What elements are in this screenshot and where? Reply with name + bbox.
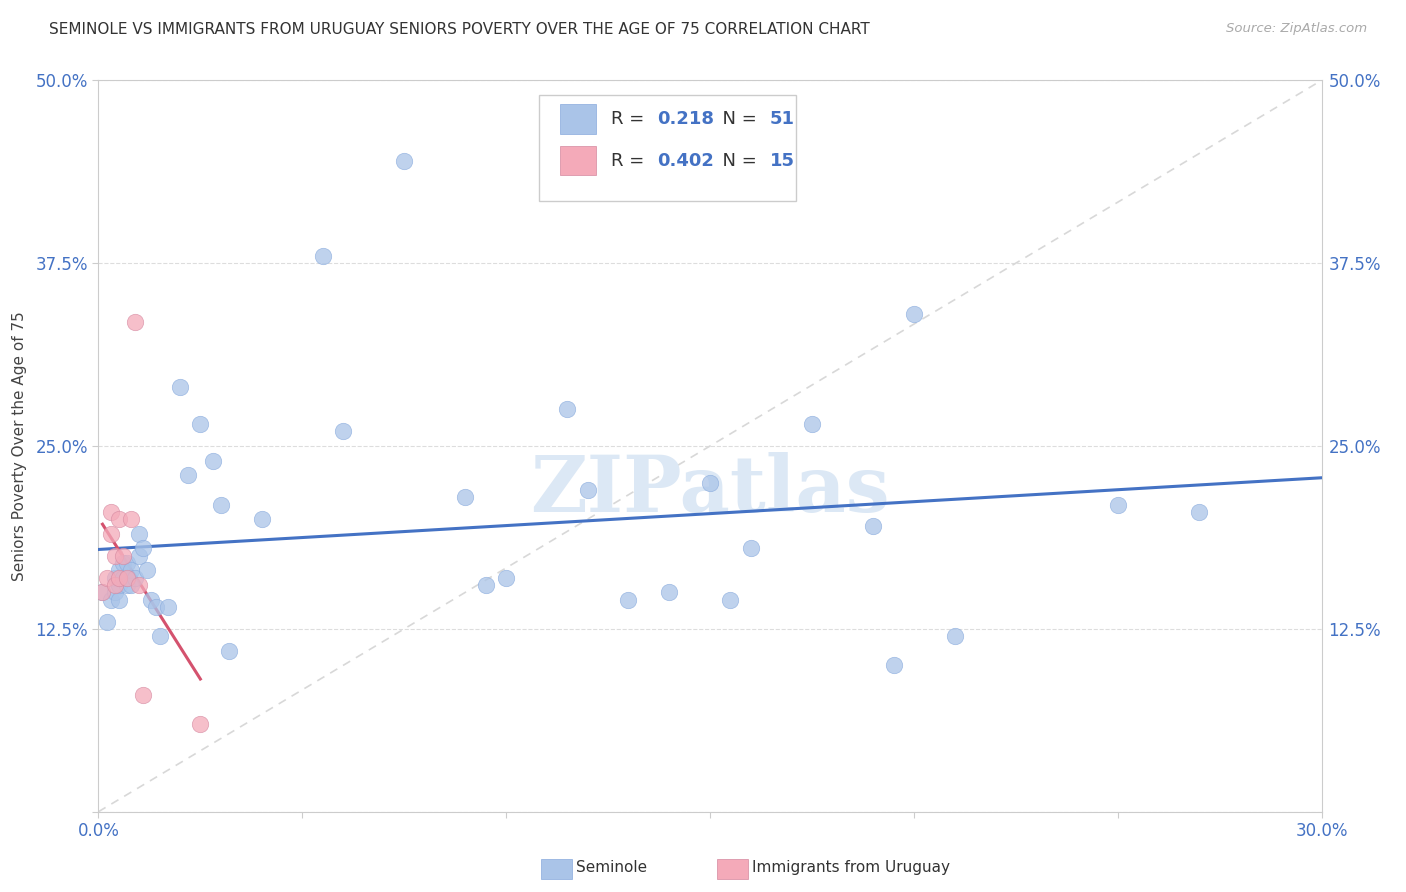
Point bbox=[188, 417, 212, 431]
Point bbox=[100, 526, 122, 541]
Point bbox=[115, 578, 138, 592]
FancyBboxPatch shape bbox=[560, 146, 596, 176]
Point bbox=[108, 563, 131, 577]
Text: ZIPatlas: ZIPatlas bbox=[530, 452, 890, 528]
Point bbox=[801, 417, 824, 431]
Text: 0.402: 0.402 bbox=[658, 152, 714, 169]
Point bbox=[392, 153, 416, 168]
Point bbox=[495, 571, 517, 585]
Point bbox=[555, 402, 579, 417]
Text: SEMINOLE VS IMMIGRANTS FROM URUGUAY SENIORS POVERTY OVER THE AGE OF 75 CORRELATI: SEMINOLE VS IMMIGRANTS FROM URUGUAY SENI… bbox=[49, 22, 870, 37]
Point bbox=[108, 512, 131, 526]
Point bbox=[862, 519, 884, 533]
Y-axis label: Seniors Poverty Over the Age of 75: Seniors Poverty Over the Age of 75 bbox=[13, 311, 27, 581]
Point bbox=[111, 556, 134, 570]
Text: R =: R = bbox=[612, 152, 650, 169]
Point bbox=[149, 629, 172, 643]
Point bbox=[100, 505, 122, 519]
Point bbox=[120, 512, 142, 526]
Text: Seminole: Seminole bbox=[576, 861, 648, 875]
Point bbox=[209, 498, 232, 512]
Text: 51: 51 bbox=[770, 110, 794, 128]
Point bbox=[124, 571, 146, 585]
Text: R =: R = bbox=[612, 110, 650, 128]
Point bbox=[104, 571, 127, 585]
Point bbox=[156, 599, 179, 614]
Point bbox=[120, 578, 142, 592]
Point bbox=[312, 249, 335, 263]
Point bbox=[1188, 505, 1211, 519]
Point bbox=[104, 549, 127, 563]
Point bbox=[120, 563, 142, 577]
Text: Source: ZipAtlas.com: Source: ZipAtlas.com bbox=[1226, 22, 1367, 36]
Point bbox=[454, 490, 477, 504]
Point bbox=[141, 592, 163, 607]
Point bbox=[658, 585, 681, 599]
Point bbox=[169, 380, 191, 394]
Point bbox=[96, 571, 118, 585]
Point bbox=[108, 578, 131, 592]
Point bbox=[132, 688, 155, 702]
Point bbox=[128, 578, 150, 592]
Point bbox=[740, 541, 762, 556]
Text: Immigrants from Uruguay: Immigrants from Uruguay bbox=[752, 861, 950, 875]
Point bbox=[474, 578, 498, 592]
Point bbox=[943, 629, 966, 643]
Point bbox=[250, 512, 273, 526]
Point bbox=[332, 425, 354, 439]
Point bbox=[111, 549, 134, 563]
Point bbox=[903, 307, 925, 321]
Point bbox=[115, 571, 138, 585]
Point bbox=[201, 453, 224, 467]
Point bbox=[91, 585, 114, 599]
Text: 15: 15 bbox=[770, 152, 794, 169]
Point bbox=[115, 571, 138, 585]
Point bbox=[111, 571, 134, 585]
Point bbox=[132, 541, 155, 556]
Point bbox=[883, 658, 905, 673]
Point bbox=[1107, 498, 1129, 512]
Point bbox=[177, 468, 200, 483]
FancyBboxPatch shape bbox=[560, 104, 596, 134]
Point bbox=[128, 549, 150, 563]
Point bbox=[128, 526, 150, 541]
FancyBboxPatch shape bbox=[538, 95, 796, 201]
Point bbox=[617, 592, 640, 607]
Point bbox=[115, 556, 138, 570]
Point bbox=[718, 592, 742, 607]
Point bbox=[91, 585, 114, 599]
Text: 0.218: 0.218 bbox=[658, 110, 714, 128]
Point bbox=[136, 563, 159, 577]
Point bbox=[145, 599, 167, 614]
Point bbox=[218, 644, 240, 658]
Point bbox=[576, 483, 599, 497]
Point bbox=[108, 592, 131, 607]
Text: N =: N = bbox=[711, 152, 762, 169]
Point bbox=[100, 592, 122, 607]
Point bbox=[104, 585, 127, 599]
Point bbox=[124, 315, 146, 329]
Point bbox=[188, 717, 212, 731]
Point bbox=[699, 475, 721, 490]
Point bbox=[96, 615, 118, 629]
Point bbox=[108, 571, 131, 585]
Text: N =: N = bbox=[711, 110, 762, 128]
Point bbox=[104, 578, 127, 592]
